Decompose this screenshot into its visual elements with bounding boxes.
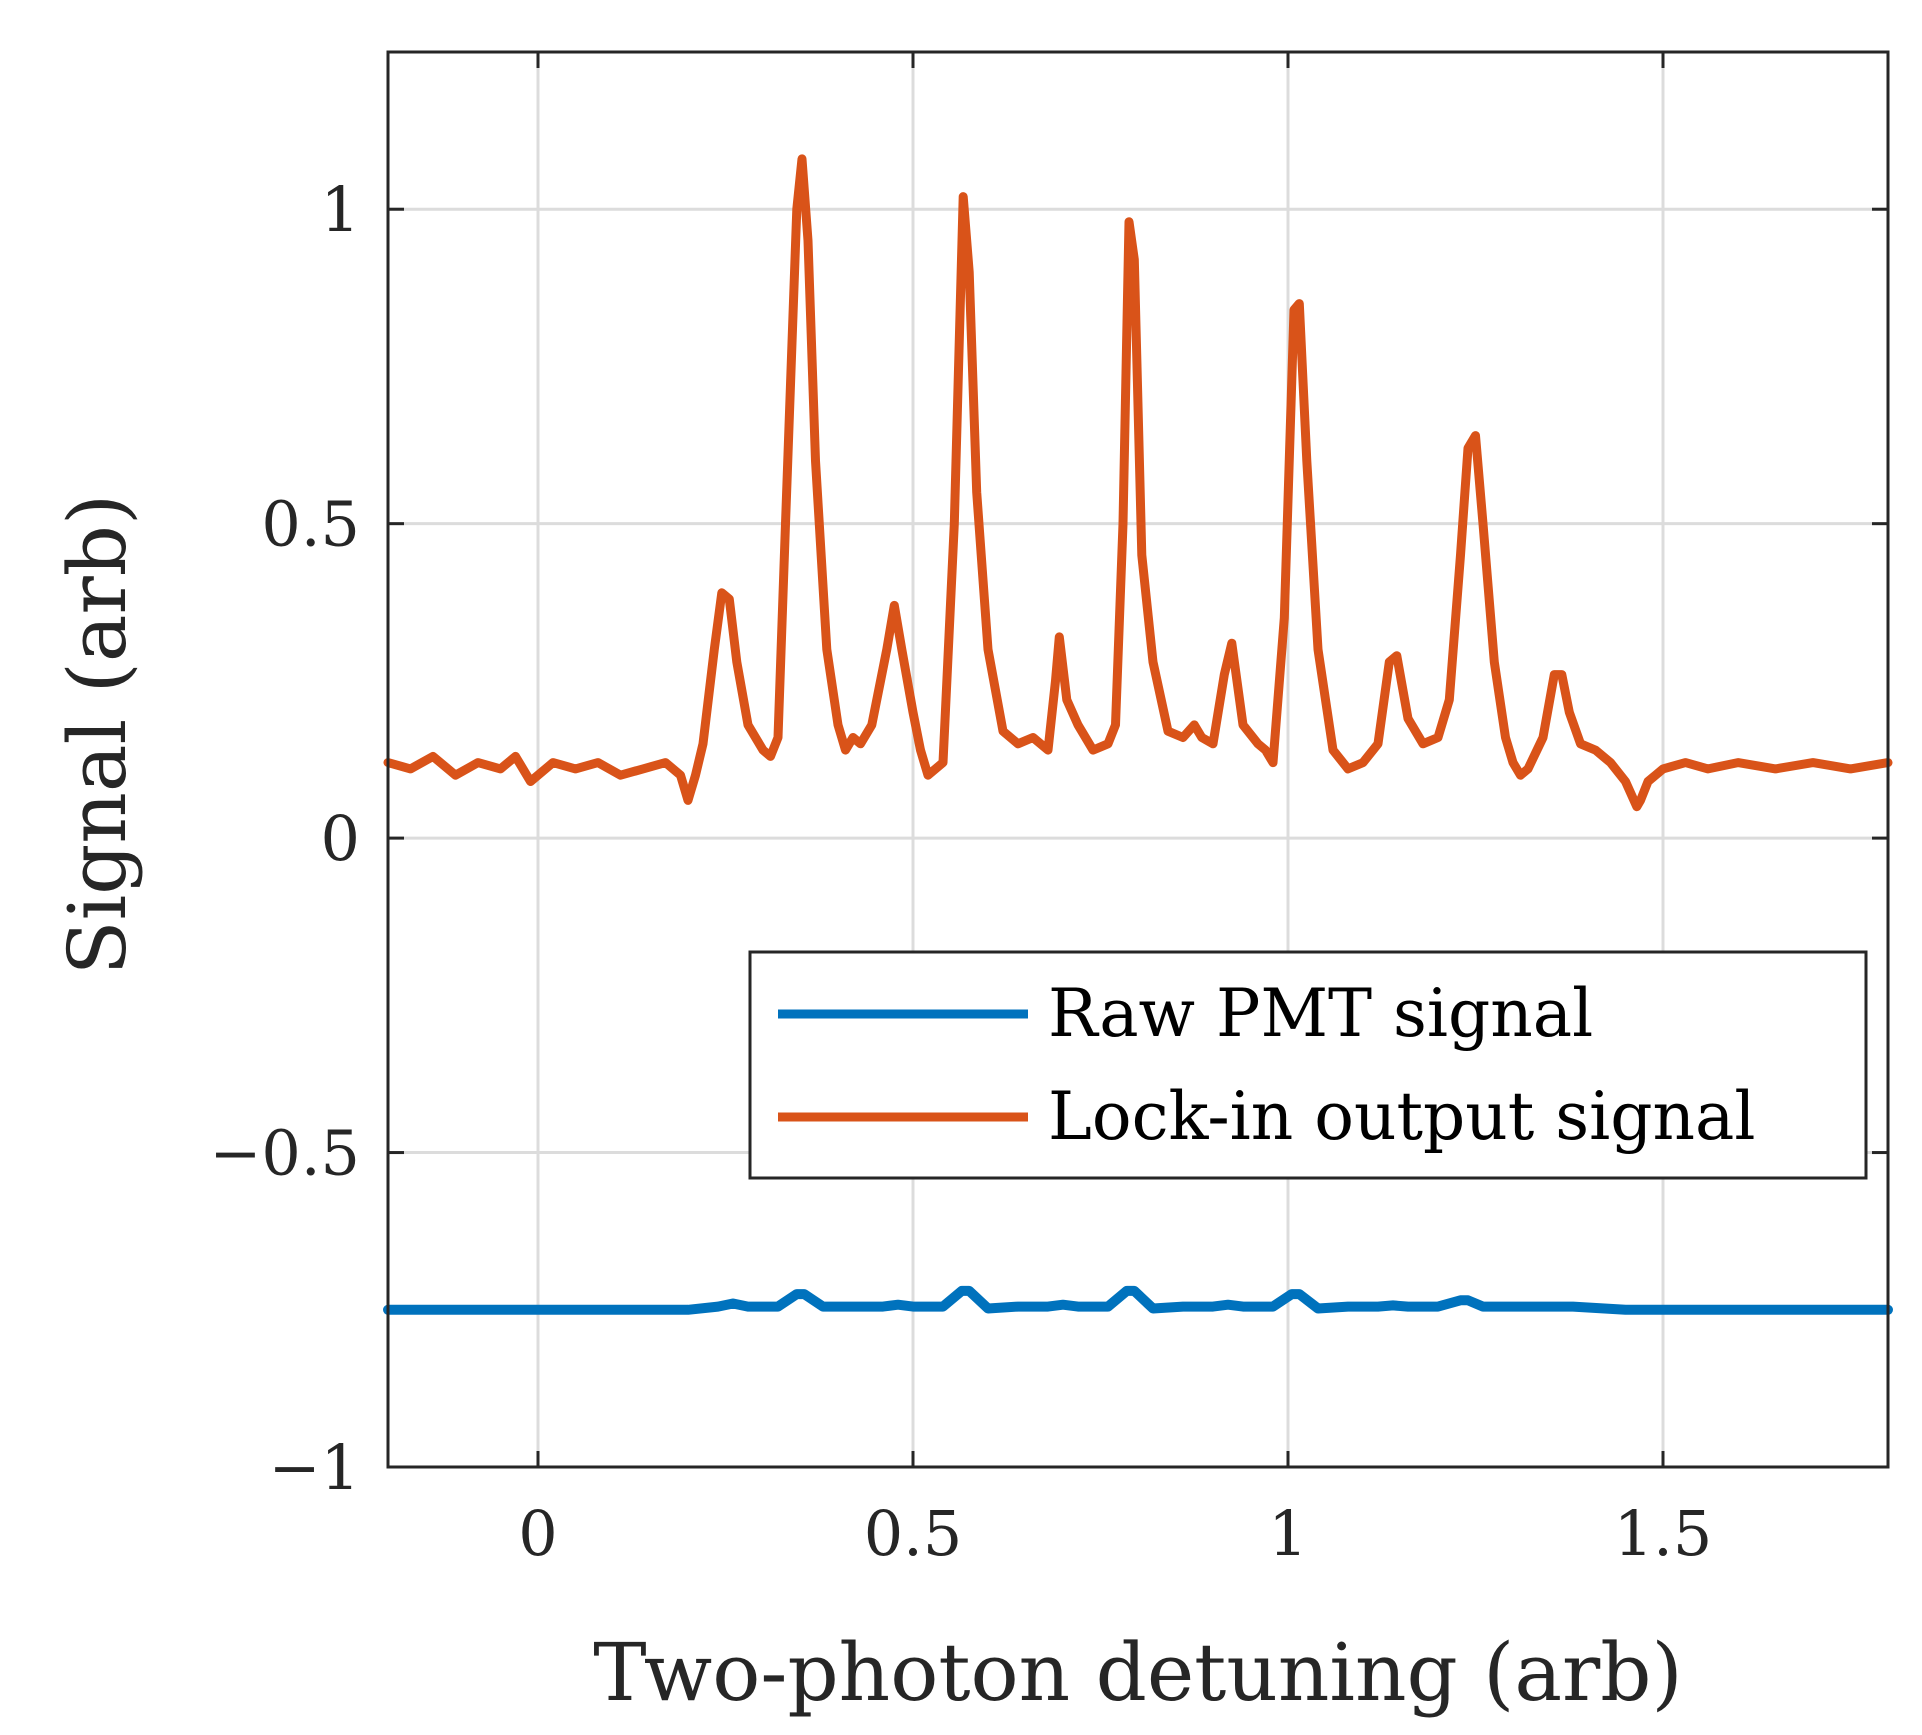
legend-box	[748, 950, 1868, 1180]
x-tick-label: 0.5	[864, 1497, 963, 1570]
y-tick-label: −0.5	[209, 1117, 360, 1190]
y-tick-label: 0.5	[261, 488, 360, 561]
series-line-raw-pmt	[383, 1285, 1893, 1315]
plot-area	[383, 154, 1893, 1315]
legend-label-lock-in: Lock-in output signal	[1048, 1078, 1755, 1155]
x-tick-label: 1	[1268, 1497, 1307, 1570]
ticks	[388, 52, 1888, 1469]
y-tick-label: 0	[321, 802, 360, 875]
y-axis-label: Signal (arb)	[51, 494, 144, 975]
x-tick-label: 1.5	[1614, 1497, 1713, 1570]
series-line-lock-in	[383, 154, 1893, 812]
x-axis-label: Two-photon detuning (arb)	[593, 1626, 1682, 1719]
axes-box	[386, 50, 1890, 1469]
tick-labels: 0 0.5 1 1.5 −1 −0.5 0 0.5 1	[209, 173, 1712, 1570]
y-tick-label: −1	[269, 1431, 360, 1504]
x-tick-label: 0	[518, 1497, 557, 1570]
y-tick-label: 1	[321, 173, 360, 246]
legend-label-raw-pmt: Raw PMT signal	[1048, 975, 1593, 1052]
legend: Raw PMT signal Lock-in output signal	[748, 950, 1868, 1180]
